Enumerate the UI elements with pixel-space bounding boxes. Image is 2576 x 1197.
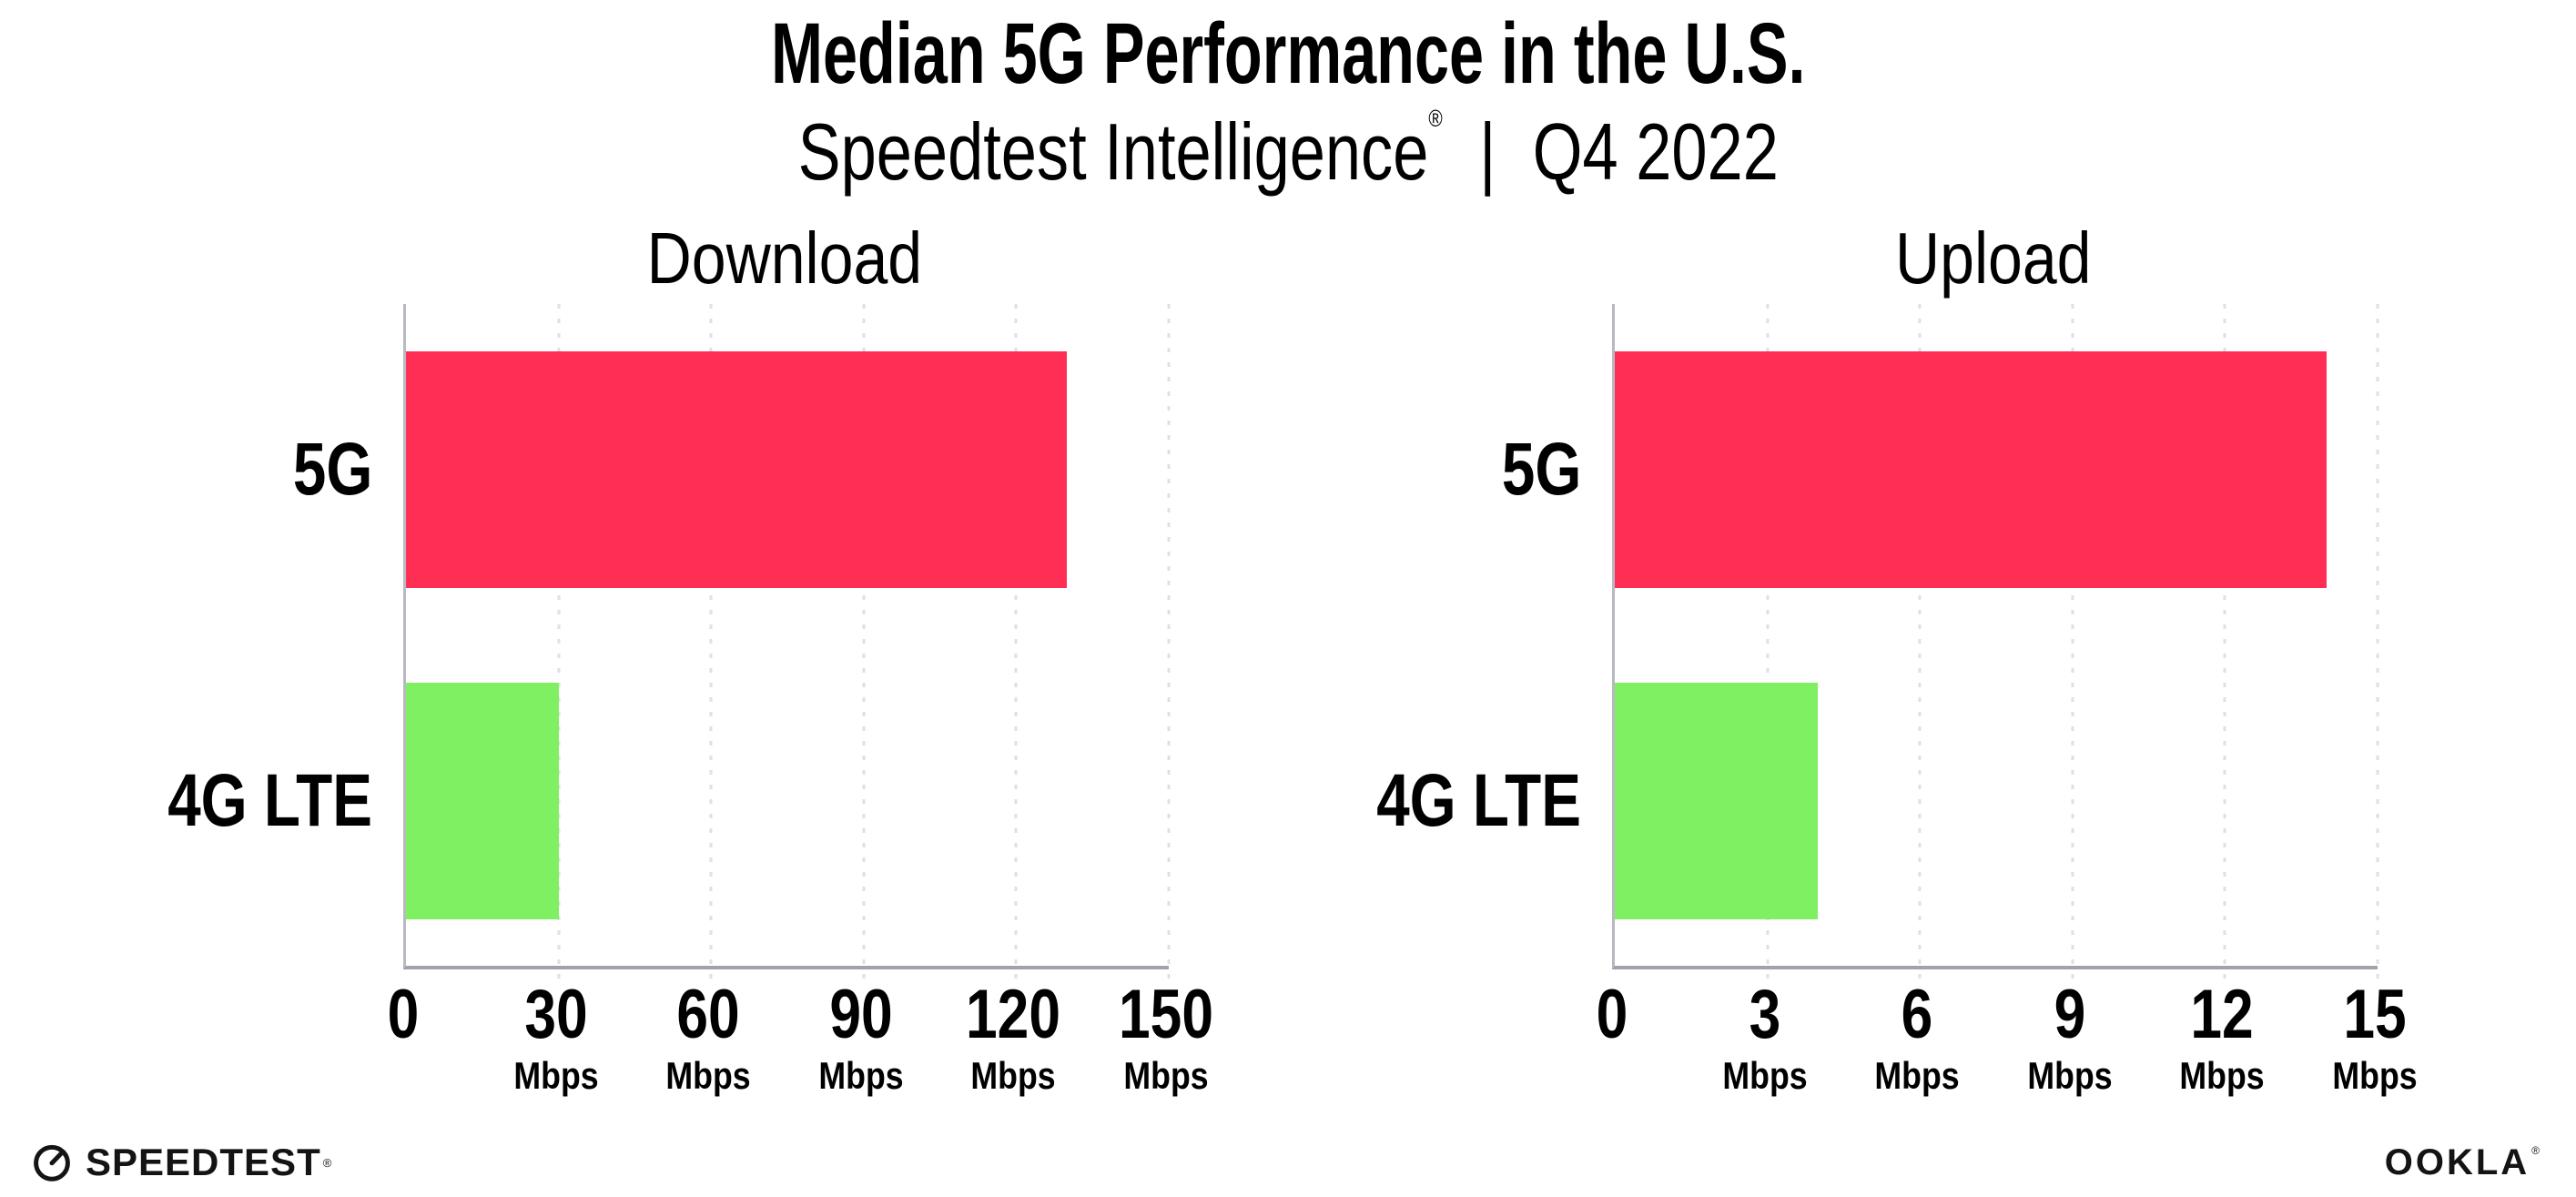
ookla-logo: OOKLA ® — [2385, 1142, 2540, 1183]
bar-4g-lte — [406, 682, 559, 919]
gridline-30 — [557, 304, 561, 979]
gauge-icon — [34, 1144, 70, 1182]
bar-4g-lte — [1615, 682, 1819, 919]
gridline-3 — [1766, 304, 1770, 979]
x-tick-label: 0 — [387, 976, 420, 1054]
gridline-150 — [1167, 304, 1171, 979]
x-tick-label: 6 — [1901, 976, 1933, 1054]
speedtest-logo: SPEEDTEST ® — [31, 1141, 331, 1184]
speedtest-wordmark: SPEEDTEST — [86, 1141, 321, 1183]
speedtest-registered-mark-icon: ® — [322, 1155, 332, 1170]
download-chart: Download 5G 4G LTE 0 30 Mbps 60 Mbps 90 Mbps 120… — [135, 220, 1213, 1144]
gridline-90 — [862, 304, 866, 979]
x-tick-label: 30 — [523, 976, 588, 1054]
x-tick-6: 6 Mbps — [1867, 980, 1967, 1097]
category-label-4g-lte: 4G LTE — [1376, 758, 1581, 842]
x-tick-12: 12 Mbps — [2173, 980, 2273, 1097]
upload-plot-area — [1612, 304, 2379, 979]
download-chart-title: Download — [403, 220, 1166, 304]
x-tick-15: 15 Mbps — [2325, 980, 2425, 1097]
x-tick-0: 0 — [1593, 980, 1631, 1050]
x-tick-label: 60 — [676, 976, 740, 1054]
gridline-6 — [1918, 304, 1922, 979]
download-chart-title-text: Download — [646, 218, 923, 299]
download-chart-body: 5G 4G LTE — [135, 304, 1171, 979]
upload-chart-body: 5G 4G LTE — [1344, 304, 2379, 979]
category-label-5g: 5G — [1501, 428, 1581, 512]
gridline-120 — [1014, 304, 1018, 979]
x-tick-unit: Mbps — [818, 1054, 904, 1098]
subtitle-period: Q4 2022 — [1532, 107, 1779, 198]
subtitle-brand: Speedtest Intelligence — [797, 107, 1429, 198]
page-subtitle: Speedtest Intelligence® | Q4 2022 — [0, 106, 2576, 195]
x-tick-90: 90 Mbps — [811, 980, 911, 1097]
upload-category-axis: 5G 4G LTE — [1344, 304, 1612, 966]
category-label-4g-lte: 4G LTE — [167, 758, 372, 842]
x-tick-unit: Mbps — [1874, 1054, 1960, 1098]
page-subtitle-text: Speedtest Intelligence® | Q4 2022 — [797, 106, 1778, 195]
x-tick-60: 60 Mbps — [658, 980, 758, 1097]
download-plot-area — [403, 304, 1171, 979]
x-tick-label: 15 — [2343, 976, 2407, 1054]
x-tick-unit: Mbps — [1721, 1054, 1808, 1098]
x-tick-9: 9 Mbps — [2020, 980, 2120, 1097]
page-title: Median 5G Performance in the U.S. — [0, 5, 2576, 102]
gridline-15 — [2376, 304, 2379, 979]
x-tick-0: 0 — [384, 980, 422, 1050]
registered-mark-icon: ® — [1428, 105, 1443, 133]
x-tick-label: 12 — [2190, 976, 2255, 1054]
x-tick-150: 150 Mbps — [1109, 980, 1224, 1097]
x-tick-30: 30 Mbps — [506, 980, 606, 1097]
x-tick-unit: Mbps — [665, 1054, 751, 1098]
gridline-60 — [709, 304, 713, 979]
x-tick-unit: Mbps — [1123, 1054, 1209, 1098]
download-x-axis: 0 30 Mbps 60 Mbps 90 Mbps 120 Mbps 150 Mbps — [388, 966, 1213, 1144]
gridline-9 — [2071, 304, 2074, 979]
category-label-5g: 5G — [292, 428, 372, 512]
subtitle-divider: | — [1478, 107, 1496, 198]
ookla-wordmark: OOKLA — [2384, 1141, 2530, 1182]
x-tick-unit: Mbps — [2332, 1054, 2418, 1098]
gridline-12 — [2223, 304, 2226, 979]
x-tick-label: 0 — [1596, 976, 1628, 1054]
bar-5g — [406, 351, 1068, 589]
x-tick-unit: Mbps — [512, 1054, 599, 1098]
header: Median 5G Performance in the U.S. Speedt… — [0, 0, 2576, 195]
download-category-axis: 5G 4G LTE — [135, 304, 403, 966]
charts-row: Download 5G 4G LTE 0 30 Mbps 60 Mbps 90 Mbps 120… — [135, 220, 2576, 1144]
upload-chart-title: Upload — [1612, 220, 2375, 304]
page-title-text: Median 5G Performance in the U.S. — [770, 5, 1806, 102]
x-tick-120: 120 Mbps — [956, 980, 1071, 1097]
upload-chart: Upload 5G 4G LTE 0 3 Mbps 6 Mbps 9 Mbps 12 Mbps 15… — [1344, 220, 2418, 1144]
x-tick-label: 9 — [2054, 976, 2086, 1054]
x-tick-label: 90 — [829, 976, 893, 1054]
x-tick-3: 3 Mbps — [1715, 980, 1815, 1097]
ookla-registered-mark-icon: ® — [2531, 1143, 2540, 1157]
footer: SPEEDTEST ® OOKLA ® — [31, 1141, 2540, 1184]
upload-chart-title-text: Upload — [1895, 218, 2092, 299]
x-tick-label: 3 — [1749, 976, 1780, 1054]
x-tick-label: 120 — [966, 976, 1061, 1054]
bar-5g — [1615, 351, 2328, 589]
x-tick-unit: Mbps — [970, 1054, 1056, 1098]
x-tick-label: 150 — [1119, 976, 1213, 1054]
upload-x-axis: 0 3 Mbps 6 Mbps 9 Mbps 12 Mbps 15 Mbps — [1597, 966, 2418, 1144]
x-tick-unit: Mbps — [2179, 1054, 2265, 1098]
x-tick-unit: Mbps — [2027, 1054, 2113, 1098]
